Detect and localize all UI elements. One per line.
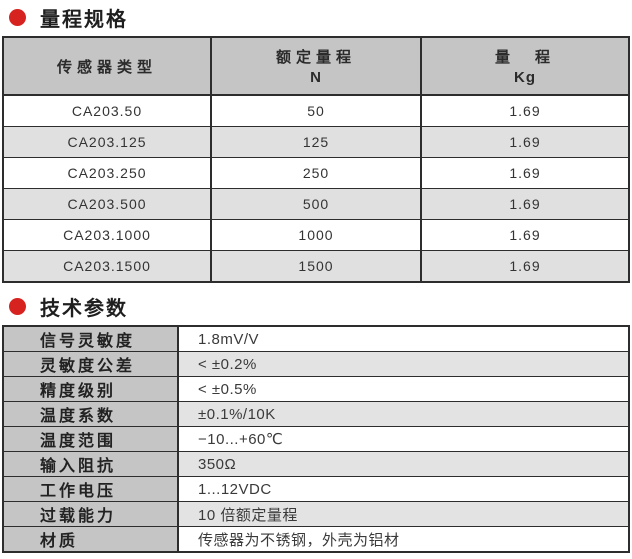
param-value: < ±0.5% (178, 376, 629, 402)
table-row: CA203.50 50 1.69 (2, 94, 630, 127)
cell-range-kg: 1.69 (420, 94, 630, 127)
column-header-rated-range-label: 额定量程 (275, 49, 356, 66)
param-row: 灵敏度公差 < ±0.2% (3, 351, 629, 377)
section-title-range: 量程规格 (40, 8, 128, 31)
param-label: 工作电压 (3, 476, 179, 502)
param-row: 信号灵敏度 1.8mV/V (3, 325, 629, 352)
param-label: 材质 (3, 526, 179, 553)
cell-model: CA203.1000 (2, 219, 212, 251)
table-row: CA203.1000 1000 1.69 (2, 219, 630, 251)
cell-model: CA203.250 (2, 157, 212, 189)
cell-range-n: 250 (210, 157, 422, 189)
table-row: CA203.1500 1500 1.69 (2, 250, 630, 283)
param-value: 350Ω (178, 451, 629, 477)
param-value: −10...+60℃ (178, 426, 629, 452)
cell-model: CA203.50 (2, 94, 212, 127)
param-label: 输入阻抗 (3, 451, 179, 477)
param-row: 工作电压 1...12VDC (3, 476, 629, 502)
param-row: 温度范围 −10...+60℃ (3, 426, 629, 452)
param-label: 信号灵敏度 (3, 325, 179, 352)
red-bullet-icon (9, 297, 26, 315)
cell-model: CA203.1500 (2, 250, 212, 283)
cell-range-n: 1500 (210, 250, 422, 283)
param-value: < ±0.2% (178, 351, 629, 377)
column-header-sensor-type-label: 传感器类型 (56, 58, 157, 76)
cell-range-n: 125 (210, 126, 422, 158)
param-row: 材质 传感器为不锈钢，外壳为铝材 (3, 526, 629, 553)
param-value: 1.8mV/V (178, 325, 629, 352)
param-label: 精度级别 (3, 376, 179, 402)
param-value: 传感器为不锈钢，外壳为铝材 (178, 526, 629, 553)
column-header-unit-n: N (310, 69, 322, 86)
tech-params-table: 信号灵敏度 1.8mV/V 灵敏度公差 < ±0.2% 精度级别 < ±0.5%… (2, 325, 630, 553)
param-value: 1...12VDC (178, 476, 629, 502)
param-label: 灵敏度公差 (3, 351, 179, 377)
param-label: 过载能力 (3, 501, 179, 527)
param-row: 输入阻抗 350Ω (3, 451, 629, 477)
table-row: CA203.500 500 1.69 (2, 188, 630, 220)
cell-model: CA203.500 (2, 188, 212, 220)
param-label: 温度系数 (3, 401, 179, 427)
cell-range-n: 1000 (210, 219, 422, 251)
red-bullet-icon (9, 8, 26, 26)
cell-range-n: 500 (210, 188, 422, 220)
column-header-unit-kg: Kg (514, 69, 536, 86)
column-header-sensor-type: 传感器类型 (2, 36, 212, 96)
range-table-header-row: 传感器类型 额定量程 N 量 程 Kg (2, 36, 630, 96)
cell-range-kg: 1.69 (420, 250, 630, 283)
param-row: 精度级别 < ±0.5% (3, 376, 629, 402)
section-header-params: 技术参数 (0, 293, 632, 320)
cell-range-kg: 1.69 (420, 157, 630, 189)
column-header-range-kg: 量 程 Kg (420, 36, 630, 96)
param-value: ±0.1%/10K (178, 401, 629, 427)
column-header-rated-range-n: 额定量程 N (210, 36, 422, 96)
table-row: CA203.250 250 1.69 (2, 157, 630, 189)
param-row: 温度系数 ±0.1%/10K (3, 401, 629, 427)
section-header-range: 量程规格 (0, 4, 632, 31)
table-row: CA203.125 125 1.69 (2, 126, 630, 158)
cell-range-kg: 1.69 (420, 219, 630, 251)
cell-model: CA203.125 (2, 126, 212, 158)
range-spec-table: 传感器类型 额定量程 N 量 程 Kg CA203.50 50 1.69 CA2… (2, 36, 630, 283)
param-value: 10 倍额定量程 (178, 501, 629, 527)
cell-range-n: 50 (210, 94, 422, 127)
column-header-range-label: 量 程 (494, 49, 555, 66)
cell-range-kg: 1.69 (420, 126, 630, 158)
cell-range-kg: 1.69 (420, 188, 630, 220)
param-label: 温度范围 (3, 426, 179, 452)
section-title-params: 技术参数 (40, 297, 128, 320)
param-row: 过载能力 10 倍额定量程 (3, 501, 629, 527)
